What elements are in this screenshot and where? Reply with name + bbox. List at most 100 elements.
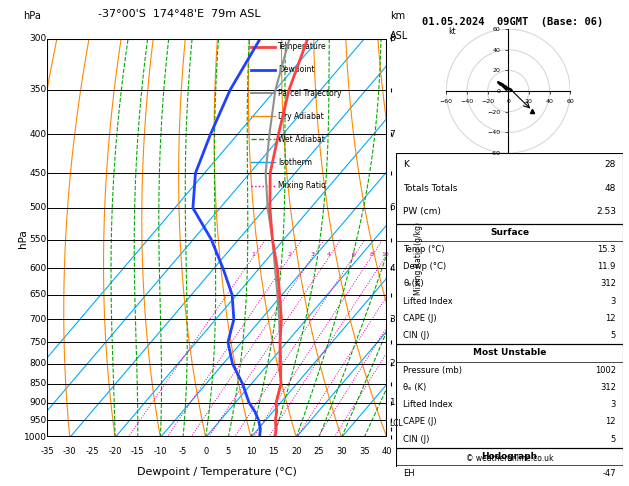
Text: 750: 750 [29, 338, 47, 347]
Text: -37°00'S  174°48'E  79m ASL: -37°00'S 174°48'E 79m ASL [98, 9, 261, 19]
Text: 6: 6 [389, 204, 395, 212]
Text: 3: 3 [389, 315, 395, 324]
Bar [396, 448, 623, 486]
Text: 550: 550 [29, 235, 47, 244]
Text: 0: 0 [203, 447, 208, 456]
Text: Hodograph: Hodograph [481, 452, 538, 461]
Text: CAPE (J): CAPE (J) [403, 417, 437, 426]
Text: Temperature: Temperature [278, 42, 327, 52]
Text: 48: 48 [604, 184, 616, 193]
Text: 2.53: 2.53 [596, 208, 616, 216]
Text: -35: -35 [40, 447, 54, 456]
Text: Dry Adiabat: Dry Adiabat [278, 112, 324, 121]
Text: θₑ(K): θₑ(K) [403, 279, 424, 289]
Text: Wet Adiabat: Wet Adiabat [278, 135, 325, 144]
Text: 3: 3 [611, 400, 616, 409]
Text: 800: 800 [29, 359, 47, 368]
Text: 300: 300 [29, 35, 47, 43]
Text: Lifted Index: Lifted Index [403, 400, 453, 409]
Text: Dewpoint: Dewpoint [278, 66, 314, 74]
Text: K: K [403, 160, 409, 169]
Text: CIN (J): CIN (J) [403, 434, 430, 444]
Text: ASL: ASL [390, 31, 408, 41]
Text: -20: -20 [108, 447, 122, 456]
Text: PW (cm): PW (cm) [403, 208, 441, 216]
Text: 11.9: 11.9 [598, 262, 616, 271]
Text: Surface: Surface [490, 228, 529, 237]
Text: Mixing Ratio: Mixing Ratio [278, 181, 326, 190]
Text: 700: 700 [29, 315, 47, 324]
Text: -47: -47 [603, 469, 616, 478]
Text: Totals Totals: Totals Totals [403, 184, 457, 193]
Text: 4: 4 [327, 252, 331, 257]
Text: EH: EH [403, 469, 415, 478]
Text: θₑ (K): θₑ (K) [403, 383, 426, 392]
Text: 5: 5 [611, 434, 616, 444]
Text: kt: kt [448, 27, 456, 36]
Text: 900: 900 [29, 398, 47, 407]
Text: © weatheronline.co.uk: © weatheronline.co.uk [465, 454, 554, 464]
Text: 950: 950 [29, 416, 47, 425]
Text: 400: 400 [30, 130, 47, 139]
Text: Parcel Trajectory: Parcel Trajectory [278, 88, 342, 98]
Text: 7: 7 [389, 130, 395, 139]
Text: 15: 15 [269, 447, 279, 456]
Text: 1002: 1002 [595, 365, 616, 375]
Text: 35: 35 [359, 447, 369, 456]
Text: 500: 500 [29, 204, 47, 212]
Text: 28: 28 [604, 160, 616, 169]
Text: Most Unstable: Most Unstable [473, 348, 546, 357]
Bar [396, 344, 623, 448]
Text: 312: 312 [600, 279, 616, 289]
Text: Lifted Index: Lifted Index [403, 297, 453, 306]
Text: 01.05.2024  09GMT  (Base: 06): 01.05.2024 09GMT (Base: 06) [422, 17, 603, 27]
Text: 312: 312 [600, 383, 616, 392]
Text: 40: 40 [382, 447, 392, 456]
Text: LCL: LCL [389, 419, 403, 428]
Text: 12: 12 [606, 314, 616, 323]
Text: -30: -30 [63, 447, 77, 456]
Text: -10: -10 [153, 447, 167, 456]
Text: CIN (J): CIN (J) [403, 331, 430, 340]
Text: Mixing Ratio (g/kg): Mixing Ratio (g/kg) [414, 222, 423, 295]
Text: Temp (°C): Temp (°C) [403, 245, 445, 254]
Text: 10: 10 [246, 447, 256, 456]
Text: 1000: 1000 [23, 433, 47, 442]
Text: -5: -5 [179, 447, 187, 456]
Text: 5: 5 [226, 447, 231, 456]
Text: 1: 1 [252, 252, 255, 257]
Text: 5: 5 [611, 331, 616, 340]
Text: 8: 8 [389, 35, 395, 43]
Text: 2: 2 [287, 252, 292, 257]
Bar [396, 153, 623, 224]
Text: 6: 6 [352, 252, 355, 257]
Text: 850: 850 [29, 379, 47, 388]
Text: 3: 3 [611, 297, 616, 306]
Text: 350: 350 [29, 86, 47, 94]
Text: Isotherm: Isotherm [278, 158, 312, 167]
Text: 650: 650 [29, 290, 47, 299]
Text: 12: 12 [606, 417, 616, 426]
Text: 15.3: 15.3 [598, 245, 616, 254]
Text: 450: 450 [30, 169, 47, 177]
Text: 30: 30 [337, 447, 347, 456]
Text: 10: 10 [381, 252, 389, 257]
Text: -25: -25 [86, 447, 99, 456]
Text: CAPE (J): CAPE (J) [403, 314, 437, 323]
Text: 8: 8 [369, 252, 373, 257]
Bar [396, 224, 623, 344]
Text: Dewp (°C): Dewp (°C) [403, 262, 446, 271]
Text: 2: 2 [389, 359, 395, 368]
Text: Pressure (mb): Pressure (mb) [403, 365, 462, 375]
Text: -15: -15 [131, 447, 145, 456]
Text: 600: 600 [29, 264, 47, 273]
Text: 20: 20 [291, 447, 301, 456]
Text: km: km [390, 11, 405, 21]
Text: 3: 3 [310, 252, 314, 257]
Text: 1: 1 [389, 398, 395, 407]
Text: hPa: hPa [23, 11, 42, 21]
Text: Dewpoint / Temperature (°C): Dewpoint / Temperature (°C) [137, 468, 297, 477]
Text: hPa: hPa [18, 229, 28, 247]
Text: 25: 25 [314, 447, 324, 456]
Text: 4: 4 [389, 264, 395, 273]
